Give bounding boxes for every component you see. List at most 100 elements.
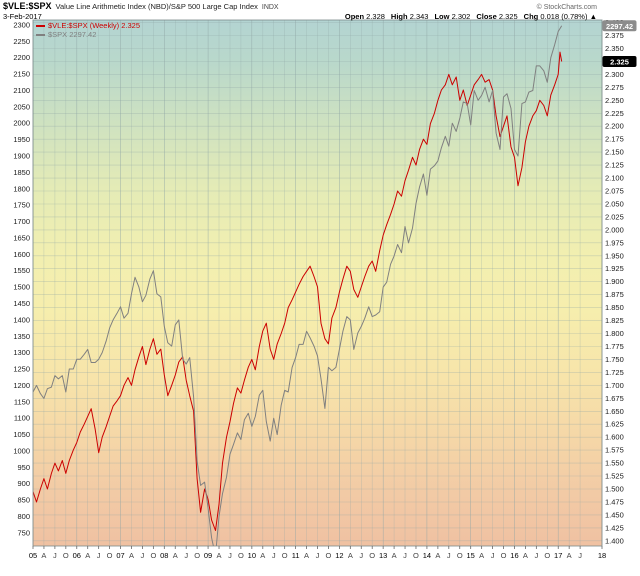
svg-text:1.525: 1.525: [605, 472, 624, 481]
quote-close: Close 2.325: [476, 12, 518, 21]
svg-text:2.200: 2.200: [605, 122, 624, 131]
svg-text:1800: 1800: [13, 184, 30, 193]
svg-text:11: 11: [292, 551, 300, 560]
svg-text:A: A: [260, 551, 265, 560]
svg-text:O: O: [369, 551, 375, 560]
svg-text:1.825: 1.825: [605, 316, 624, 325]
legend-ratio-series: $VLE:$SPX (Weekly) 2.325: [36, 21, 140, 30]
svg-text:09: 09: [204, 551, 212, 560]
svg-text:850: 850: [17, 496, 30, 505]
svg-text:1350: 1350: [13, 332, 30, 341]
svg-text:1.400: 1.400: [605, 536, 624, 545]
svg-text:1.950: 1.950: [605, 251, 624, 260]
quote-high: High 2.343: [390, 12, 429, 21]
svg-text:1200: 1200: [13, 381, 30, 390]
svg-text:1700: 1700: [13, 217, 30, 226]
svg-text:A: A: [348, 551, 353, 560]
svg-text:J: J: [228, 551, 232, 560]
svg-text:14: 14: [423, 551, 431, 560]
svg-text:1450: 1450: [13, 299, 30, 308]
svg-text:1000: 1000: [13, 446, 30, 455]
svg-text:1650: 1650: [13, 233, 30, 242]
svg-text:O: O: [326, 551, 332, 560]
svg-text:2297.42: 2297.42: [606, 22, 633, 31]
svg-text:13: 13: [379, 551, 387, 560]
axis-badge-spx-last: 2297.42: [602, 20, 637, 32]
svg-text:O: O: [150, 551, 156, 560]
svg-text:16: 16: [510, 551, 518, 560]
svg-text:1500: 1500: [13, 283, 30, 292]
svg-text:A: A: [435, 551, 440, 560]
svg-text:A: A: [523, 551, 528, 560]
svg-text:1100: 1100: [14, 414, 30, 423]
chart-date: 3-Feb-2017: [3, 12, 42, 21]
ratio-line-swatch-icon: [36, 24, 45, 27]
svg-text:2.000: 2.000: [605, 225, 624, 234]
svg-text:1.975: 1.975: [605, 238, 624, 247]
legend-spx-label: $SPX 2297.42: [48, 30, 97, 39]
svg-text:A: A: [129, 551, 134, 560]
ohlc-quote: Open 2.328 High 2.343 Low 2.302 Close 2.…: [345, 12, 637, 21]
chart-title: Value Line Arithmetic Index (NBD)/S&P 50…: [55, 2, 258, 11]
svg-text:2300: 2300: [13, 20, 30, 29]
svg-text:950: 950: [17, 463, 30, 472]
svg-text:750: 750: [17, 528, 30, 537]
svg-text:O: O: [282, 551, 288, 560]
svg-text:J: J: [491, 551, 495, 560]
legend-spx-series: $SPX 2297.42: [36, 30, 140, 39]
svg-text:J: J: [184, 551, 188, 560]
legend-ratio-label: $VLE:$SPX (Weekly) 2.325: [48, 21, 140, 30]
svg-text:O: O: [457, 551, 463, 560]
quote-low: Low 2.302: [434, 12, 471, 21]
svg-text:1.450: 1.450: [605, 510, 624, 519]
svg-text:18: 18: [598, 551, 606, 560]
svg-text:2.300: 2.300: [605, 70, 624, 79]
svg-text:1250: 1250: [13, 365, 30, 374]
svg-text:12: 12: [335, 551, 343, 560]
svg-text:2.175: 2.175: [605, 135, 624, 144]
svg-text:1950: 1950: [13, 135, 30, 144]
svg-text:1.600: 1.600: [605, 433, 624, 442]
plot-background: [33, 20, 602, 546]
svg-text:O: O: [238, 551, 244, 560]
svg-text:A: A: [479, 551, 484, 560]
svg-text:2.325: 2.325: [610, 57, 629, 66]
svg-text:O: O: [544, 551, 550, 560]
svg-text:17: 17: [554, 551, 562, 560]
svg-text:2.225: 2.225: [605, 109, 624, 118]
quote-open: Open 2.328: [344, 12, 385, 21]
svg-text:2.275: 2.275: [605, 83, 624, 92]
header-quote-row: 3-Feb-2017 Open 2.328 High 2.343 Low 2.3…: [3, 12, 637, 21]
svg-text:A: A: [217, 551, 222, 560]
svg-text:2.075: 2.075: [605, 187, 624, 196]
svg-text:A: A: [392, 551, 397, 560]
svg-text:1050: 1050: [13, 430, 30, 439]
svg-text:10: 10: [248, 551, 256, 560]
svg-text:2200: 2200: [13, 53, 30, 62]
svg-text:A: A: [304, 551, 309, 560]
svg-text:1.900: 1.900: [605, 277, 624, 286]
svg-text:15: 15: [467, 551, 475, 560]
svg-text:2250: 2250: [13, 37, 30, 46]
svg-text:2.125: 2.125: [605, 161, 624, 170]
svg-text:J: J: [272, 551, 276, 560]
svg-text:J: J: [359, 551, 363, 560]
svg-text:2150: 2150: [13, 70, 30, 79]
svg-text:1.925: 1.925: [605, 264, 624, 273]
svg-text:2.350: 2.350: [605, 44, 624, 53]
right-axis-labels: 2.4002.3752.3502.3252.3002.2752.2502.225…: [605, 18, 624, 545]
series-vle-spx-ratio: [33, 51, 563, 531]
svg-text:O: O: [413, 551, 419, 560]
svg-text:2050: 2050: [13, 102, 30, 111]
svg-text:J: J: [316, 551, 320, 560]
exchange-label: INDX: [261, 4, 279, 11]
svg-text:1.850: 1.850: [605, 303, 624, 312]
svg-text:1.675: 1.675: [605, 394, 624, 403]
svg-text:J: J: [141, 551, 145, 560]
spx-line-swatch-icon: [36, 33, 45, 36]
svg-text:1550: 1550: [13, 266, 30, 275]
svg-text:2.250: 2.250: [605, 96, 624, 105]
svg-text:1.550: 1.550: [605, 459, 624, 468]
x-axis-labels: 05 A J O 06 A J O 07 A J O 08 A J O 09 A J O 10 A J O 11 A J O 12 A J O…: [29, 546, 606, 560]
